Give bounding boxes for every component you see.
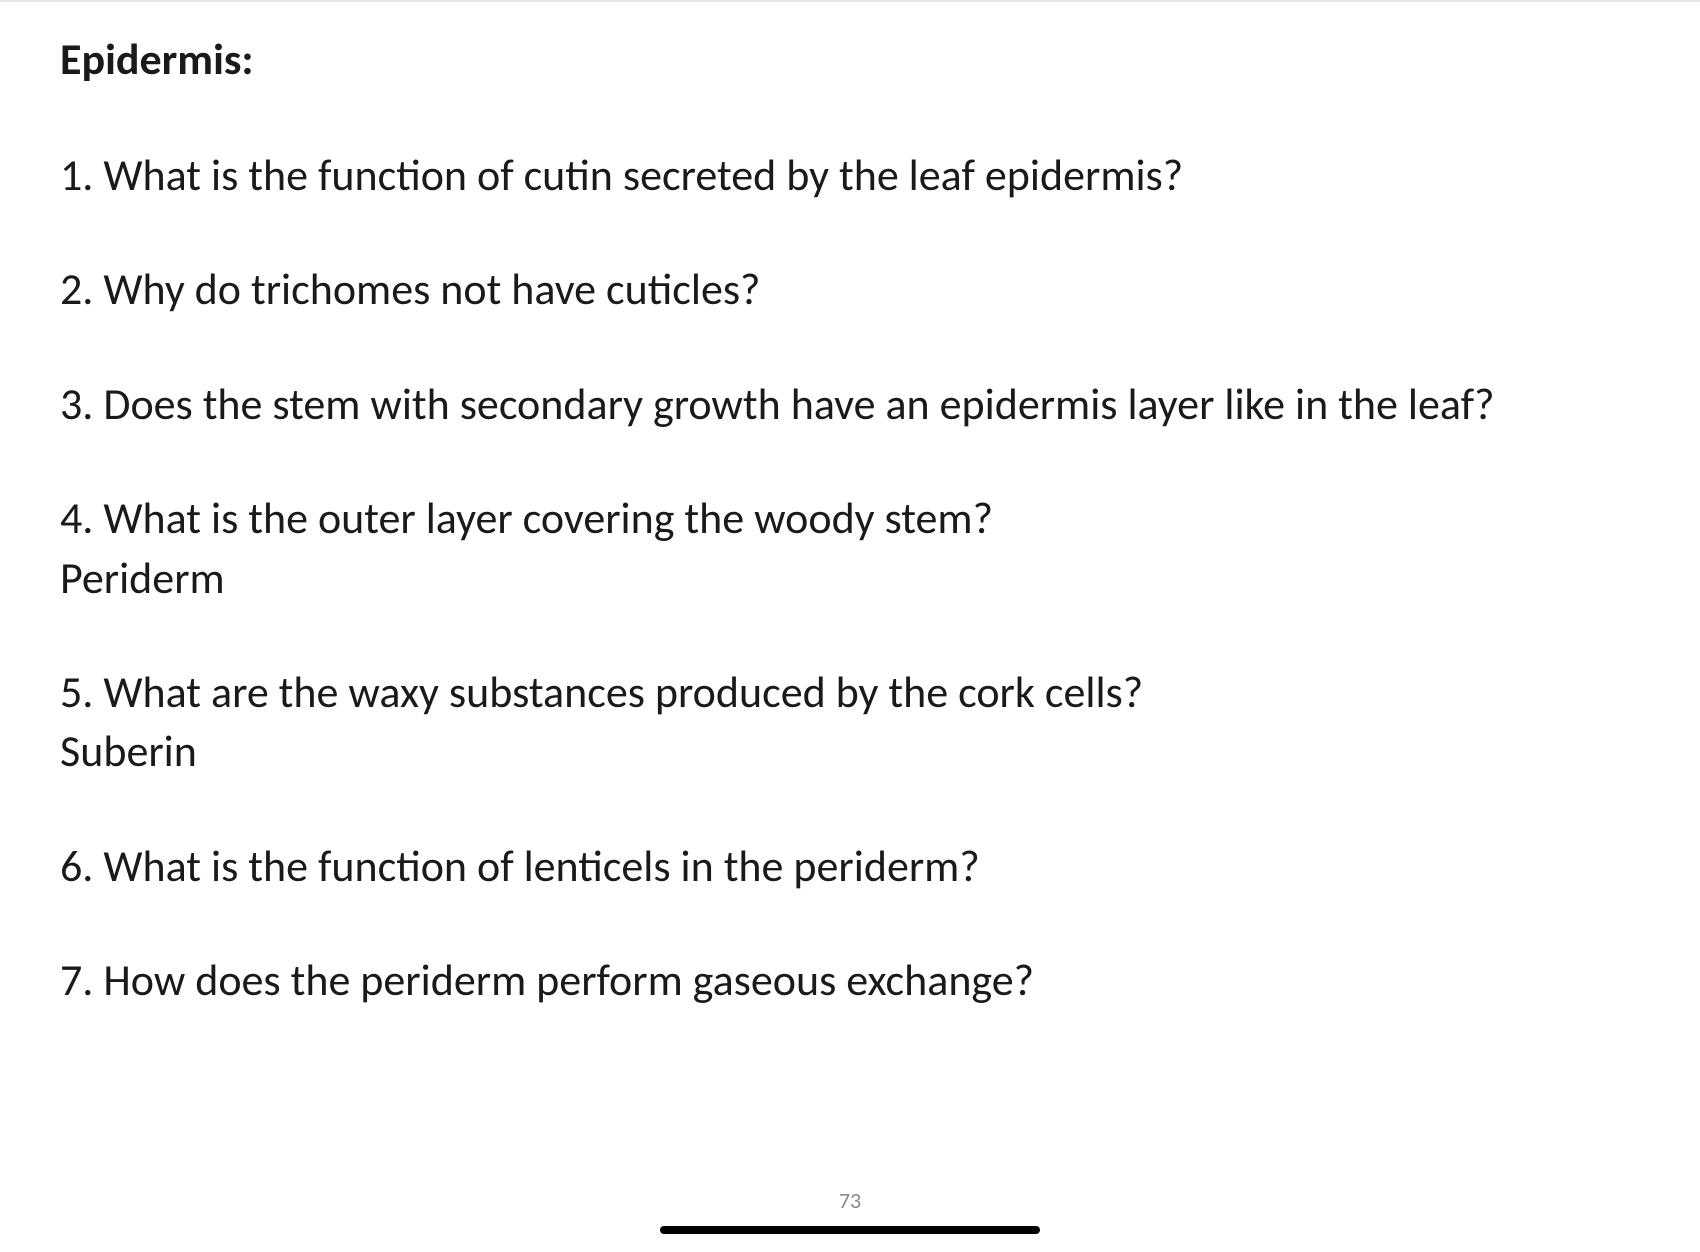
section-heading: Epidermis: <box>60 32 1640 86</box>
question-text: What is the function of cutin secreted b… <box>103 148 1183 202</box>
question-block: 7. How does the periderm perform gaseous… <box>60 951 1640 1010</box>
question-number: 4. <box>60 491 93 545</box>
home-indicator-bar <box>660 1226 1040 1234</box>
question-block: 6. What is the function of lenticels in … <box>60 837 1640 896</box>
question-text: What are the waxy substances produced by… <box>103 665 1143 719</box>
question-text: What is the outer layer covering the woo… <box>103 491 993 545</box>
page-number: 73 <box>839 1187 861 1214</box>
question-block: 4. What is the outer layer covering the … <box>60 489 1640 608</box>
question-number: 6. <box>60 839 93 893</box>
question-number: 2. <box>60 262 93 316</box>
question-text: Why do trichomes not have cuticles? <box>103 262 760 316</box>
answer-text: Periderm <box>60 549 1640 608</box>
question-number: 5. <box>60 665 93 719</box>
document-page: Epidermis: 1. What is the function of cu… <box>0 0 1700 1252</box>
answer-text: Suberin <box>60 722 1640 781</box>
question-text: How does the periderm perform gaseous ex… <box>103 953 1034 1007</box>
question-block: 2. Why do trichomes not have cuticles? <box>60 260 1640 319</box>
question-block: 1. What is the function of cutin secrete… <box>60 146 1640 205</box>
question-number: 7. <box>60 953 93 1007</box>
question-number: 1. <box>60 148 93 202</box>
question-block: 3. Does the stem with secondary growth h… <box>60 375 1640 434</box>
question-block: 5. What are the waxy substances produced… <box>60 663 1640 782</box>
home-indicator-wrap <box>0 1226 1700 1234</box>
question-text: What is the function of lenticels in the… <box>103 839 979 893</box>
question-text: Does the stem with secondary growth have… <box>103 377 1494 431</box>
question-number: 3. <box>60 377 93 431</box>
